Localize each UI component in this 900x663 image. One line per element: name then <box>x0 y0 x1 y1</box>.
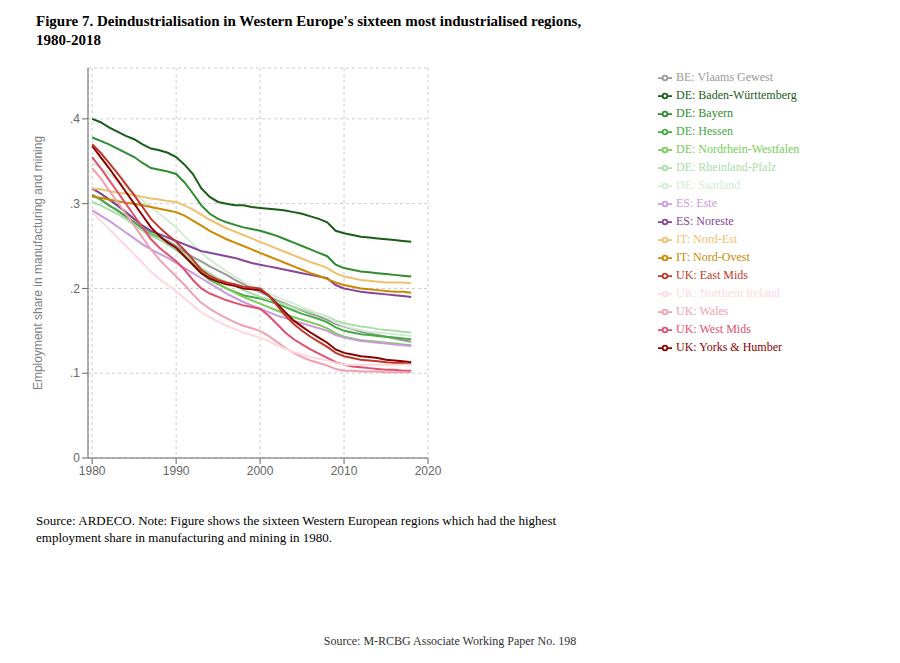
html-text:DE: Nordrhein-Westfalen: DE: Nordrhein-Westfalen <box>676 142 800 156</box>
html-text:Source: M-RCBG Associate Worki: Source: M-RCBG Associate Working Paper N… <box>323 634 577 648</box>
html-text:BE: Vlaams Gewest: BE: Vlaams Gewest <box>676 70 774 84</box>
svg-text:1990: 1990 <box>163 464 190 478</box>
html-text:Source: ARDECO. Note: Figure s: Source: ARDECO. Note: Figure shows the s… <box>36 513 557 545</box>
html-text:UK: Northern Ireland: UK: Northern Ireland <box>676 286 780 300</box>
svg-text:.1: .1 <box>70 366 80 380</box>
svg-text:2000: 2000 <box>247 464 274 478</box>
html-text:ES: Este: ES: Este <box>676 196 717 210</box>
html-text:ES: Noreste: ES: Noreste <box>676 214 734 228</box>
svg-text:.4: .4 <box>70 112 80 126</box>
html-text:DE: Bayern: DE: Bayern <box>676 106 733 120</box>
svg-text:.3: .3 <box>70 197 80 211</box>
svg-text:Employment share in manufactur: Employment share in manufacturing and mi… <box>31 136 45 390</box>
html-text:IT: Nord-Ovest: IT: Nord-Ovest <box>676 250 750 264</box>
html-text:UK: Wales: UK: Wales <box>676 304 729 318</box>
svg-text:1980: 1980 <box>79 464 106 478</box>
html-text:IT: Nord-Est: IT: Nord-Est <box>676 232 738 246</box>
svg-text:2010: 2010 <box>331 464 358 478</box>
html-text:DE: Baden-Württemberg: DE: Baden-Württemberg <box>676 88 797 102</box>
svg-text:.2: .2 <box>70 282 80 296</box>
html-text:DE: Hessen: DE: Hessen <box>676 124 733 138</box>
html-text:1980-2018: 1980-2018 <box>36 32 101 48</box>
html-text:DE: Rheinland-Pfalz: DE: Rheinland-Pfalz <box>676 160 777 174</box>
html-text:UK: West Mids: UK: West Mids <box>676 322 751 336</box>
html-text:DE: Saarland: DE: Saarland <box>676 178 741 192</box>
html-text:Figure 7. Deindustrialisation: Figure 7. Deindustrialisation in Western… <box>36 13 582 29</box>
svg-text:2020: 2020 <box>415 464 442 478</box>
html-text:UK: East Mids: UK: East Mids <box>676 268 748 282</box>
html-text:UK: Yorks & Humber: UK: Yorks & Humber <box>676 340 782 354</box>
svg-text:0: 0 <box>73 451 80 465</box>
